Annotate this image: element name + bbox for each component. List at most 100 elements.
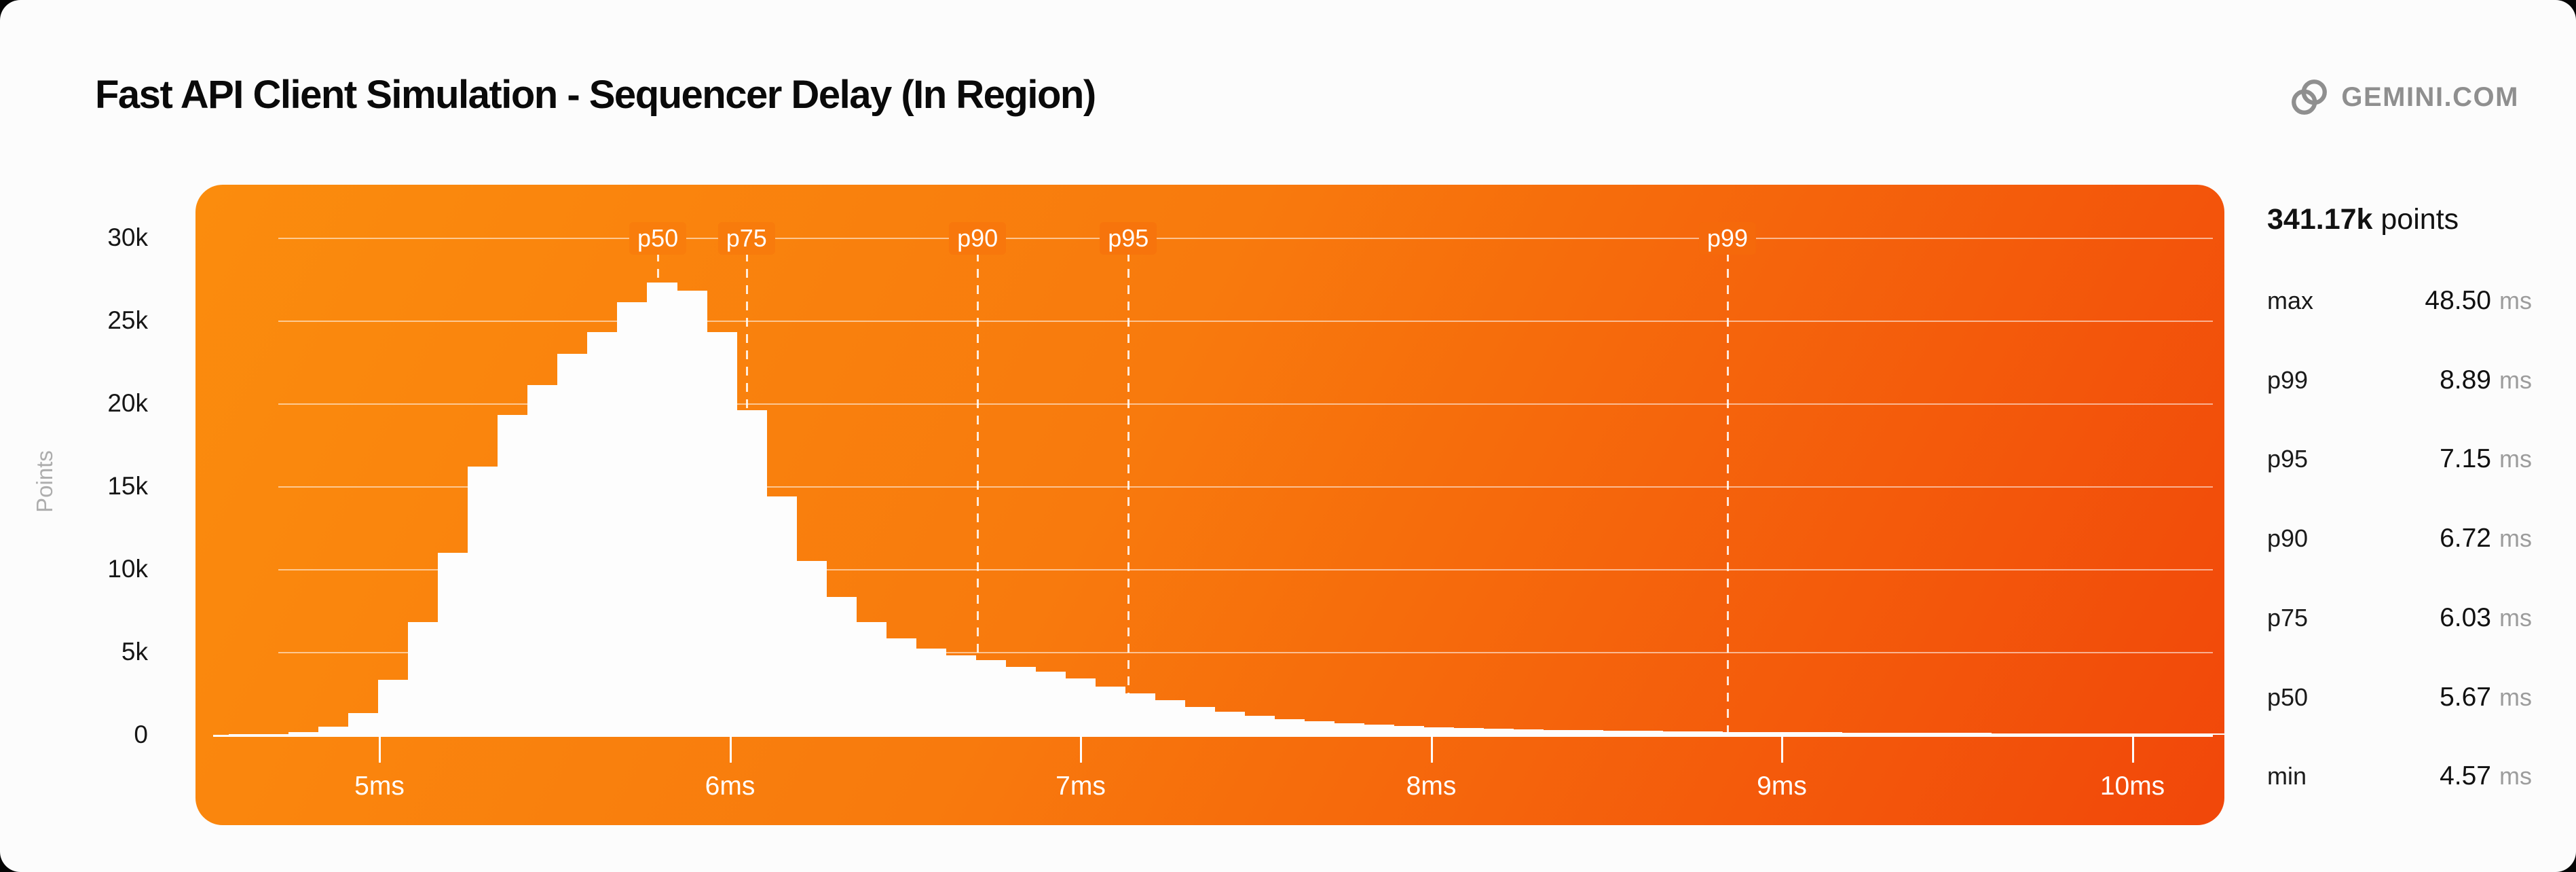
gemini-logo-icon xyxy=(2288,76,2330,118)
histogram-bar xyxy=(916,649,946,735)
histogram-bar xyxy=(1423,727,1454,735)
histogram-bar xyxy=(377,680,409,735)
x-tick-label-7ms: 7ms xyxy=(1056,771,1106,801)
histogram-bar xyxy=(228,734,259,735)
histogram-bar xyxy=(1394,726,1424,735)
histogram-bar xyxy=(886,638,916,735)
stat-label: p99 xyxy=(2267,365,2309,394)
stat-row-max: max 48.50 ms xyxy=(2267,283,2552,319)
page-title: Fast API Client Simulation - Sequencer D… xyxy=(95,73,1096,117)
stat-unit: ms xyxy=(2499,603,2532,632)
x-tick-6ms xyxy=(729,737,732,763)
x-axis-line xyxy=(213,735,2213,737)
histogram-bar xyxy=(1931,733,1962,735)
stat-label: p75 xyxy=(2267,603,2309,632)
histogram-bar xyxy=(2021,733,2051,735)
y-tick-label-5k: 5k xyxy=(121,638,148,666)
histogram-bar xyxy=(1453,727,1484,735)
stats-total: 341.17k points xyxy=(2267,201,2459,238)
stat-label: min xyxy=(2267,762,2307,791)
histogram-bar xyxy=(2080,733,2111,735)
stat-row-p50: p50 5.67 ms xyxy=(2267,679,2552,716)
gridline-30k xyxy=(278,238,2213,239)
histogram-bar xyxy=(586,332,618,735)
stat-unit: ms xyxy=(2499,287,2532,314)
x-tick-10ms xyxy=(2131,737,2134,763)
stat-value: 8.89 xyxy=(2440,365,2491,395)
y-tick-label-10k: 10k xyxy=(107,555,148,583)
percentile-line-p99 xyxy=(1726,253,1729,735)
histogram-bar xyxy=(407,622,438,735)
histogram-bar xyxy=(437,552,468,735)
stat-unit: ms xyxy=(2499,365,2532,394)
stat-row-p90: p90 6.72 ms xyxy=(2267,520,2552,557)
histogram-bar xyxy=(557,353,588,735)
x-tick-label-10ms: 10ms xyxy=(2099,771,2165,801)
x-tick-5ms xyxy=(379,737,381,763)
histogram-bar xyxy=(258,734,289,735)
histogram-bar xyxy=(736,410,767,735)
x-tick-label-9ms: 9ms xyxy=(1757,771,1807,801)
histogram-bar xyxy=(796,560,827,735)
y-tick-label-0: 0 xyxy=(134,721,148,748)
stat-label: p50 xyxy=(2267,683,2309,711)
percentile-label-p90: p90 xyxy=(949,222,1007,255)
y-tick-label-30k: 30k xyxy=(107,223,148,251)
histogram-bar xyxy=(1125,693,1155,735)
histogram-bar xyxy=(706,332,737,735)
histogram-bar xyxy=(946,655,976,735)
histogram-bar xyxy=(1632,731,1663,735)
histogram-bar xyxy=(975,660,1006,735)
stat-row-p75: p75 6.03 ms xyxy=(2267,600,2552,636)
x-tick-8ms xyxy=(1430,737,1433,763)
histogram-bar xyxy=(1961,733,1992,735)
histogram-bar xyxy=(1095,687,1125,735)
histogram-bar xyxy=(1871,732,1902,735)
stat-unit: ms xyxy=(2499,524,2532,553)
histogram-bar xyxy=(1244,715,1275,735)
stat-row-p99: p99 8.89 ms xyxy=(2267,362,2552,399)
histogram-bar xyxy=(1274,719,1305,735)
histogram-bar xyxy=(318,726,349,735)
histogram-bar xyxy=(2200,733,2224,735)
histogram-bar xyxy=(1065,678,1096,735)
stat-unit: ms xyxy=(2499,445,2532,473)
y-tick-label-20k: 20k xyxy=(107,389,148,417)
histogram-bar xyxy=(1184,706,1215,735)
stat-label: p90 xyxy=(2267,524,2309,553)
y-tick-label-15k: 15k xyxy=(107,472,148,500)
percentile-line-p90 xyxy=(977,253,979,735)
histogram-bar xyxy=(1304,721,1334,735)
histogram-bar xyxy=(1005,666,1036,735)
percentile-label-p75: p75 xyxy=(717,222,775,255)
histogram-bar xyxy=(646,282,677,735)
x-tick-9ms xyxy=(1781,737,1783,763)
stat-label: max xyxy=(2267,287,2314,314)
histogram-bar xyxy=(1812,732,1842,735)
stats-total-label: points xyxy=(2381,203,2459,236)
histogram-bar xyxy=(1364,725,1394,735)
histogram-bar xyxy=(676,291,707,735)
histogram-bar xyxy=(1334,723,1364,735)
gridline-5k xyxy=(278,652,2213,653)
gridline-25k xyxy=(278,321,2213,322)
stat-label: p95 xyxy=(2267,445,2309,473)
stat-value: 5.67 xyxy=(2440,682,2491,712)
histogram-bar xyxy=(1483,728,1514,735)
histogram-bar xyxy=(1991,733,2021,735)
stat-row-min: min 4.57 ms xyxy=(2267,758,2552,795)
histogram-bar xyxy=(2110,733,2141,735)
percentile-line-p95 xyxy=(1127,253,1130,735)
stat-value: 7.15 xyxy=(2440,444,2491,474)
stat-value: 4.57 xyxy=(2440,761,2491,791)
x-tick-label-5ms: 5ms xyxy=(354,771,405,801)
stat-value: 6.03 xyxy=(2440,602,2491,632)
histogram-bar xyxy=(1752,731,1782,735)
percentile-label-p50: p50 xyxy=(629,222,687,255)
histogram-bar xyxy=(856,622,886,735)
stats-total-value: 341.17k xyxy=(2267,203,2373,236)
gridline-20k xyxy=(278,403,2213,405)
x-tick-label-6ms: 6ms xyxy=(705,771,755,801)
histogram-bar xyxy=(1155,700,1185,735)
